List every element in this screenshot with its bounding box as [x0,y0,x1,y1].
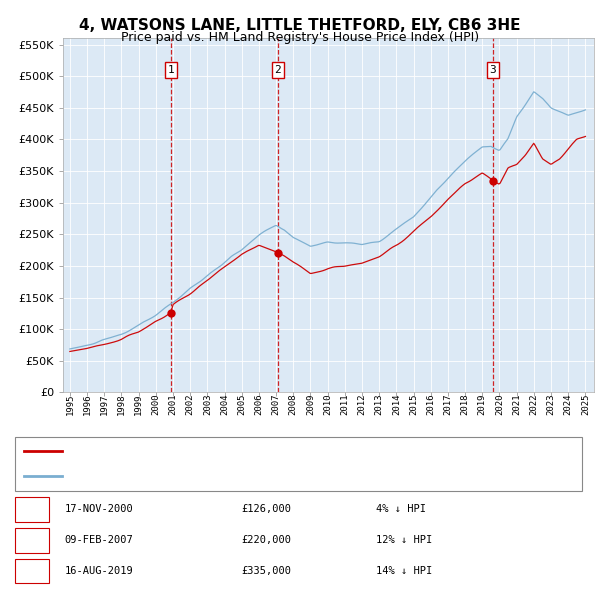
Text: 2024: 2024 [564,394,573,415]
Text: £126,000: £126,000 [241,504,291,514]
Text: 2003: 2003 [203,394,212,415]
Text: 12% ↓ HPI: 12% ↓ HPI [376,536,433,546]
Text: 3: 3 [28,564,35,577]
Text: 2004: 2004 [220,394,229,415]
Text: 2018: 2018 [461,394,470,415]
Text: 2005: 2005 [237,394,246,415]
Text: 2025: 2025 [581,394,590,415]
Bar [15,529,49,553]
Text: 3: 3 [490,65,496,75]
Text: 17-NOV-2000: 17-NOV-2000 [65,504,134,514]
Text: 1995: 1995 [65,394,74,415]
Text: 2012: 2012 [358,394,367,415]
Text: 2013: 2013 [374,394,383,415]
Text: 2: 2 [28,534,35,547]
Text: 2021: 2021 [512,394,521,415]
Text: 2008: 2008 [289,394,298,415]
Text: 2020: 2020 [495,394,504,415]
Text: 2000: 2000 [151,394,160,415]
Text: 2010: 2010 [323,394,332,415]
Text: 2009: 2009 [306,394,315,415]
Text: HPI: Average price, detached house, East Cambridgeshire: HPI: Average price, detached house, East… [71,471,353,481]
Text: 2001: 2001 [169,394,178,415]
Text: 09-FEB-2007: 09-FEB-2007 [65,536,134,546]
Bar [15,559,49,584]
Bar [15,497,49,522]
Text: 2022: 2022 [529,394,538,415]
Text: Price paid vs. HM Land Registry's House Price Index (HPI): Price paid vs. HM Land Registry's House … [121,31,479,44]
Text: 2019: 2019 [478,394,487,415]
Text: 2023: 2023 [547,394,556,415]
Text: 14% ↓ HPI: 14% ↓ HPI [376,566,433,576]
Text: 1997: 1997 [100,394,109,415]
Text: 2007: 2007 [272,394,281,415]
Text: 16-AUG-2019: 16-AUG-2019 [65,566,134,576]
Text: 1: 1 [167,65,174,75]
Text: 2: 2 [275,65,281,75]
Text: £335,000: £335,000 [241,566,291,576]
Text: 4, WATSONS LANE, LITTLE THETFORD, ELY, CB6 3HE: 4, WATSONS LANE, LITTLE THETFORD, ELY, C… [79,18,521,32]
Text: 2011: 2011 [340,394,349,415]
Bar [15,437,582,491]
Text: 1999: 1999 [134,394,143,415]
Text: 1998: 1998 [117,394,126,415]
Text: 2016: 2016 [426,394,435,415]
Text: 4% ↓ HPI: 4% ↓ HPI [376,504,427,514]
Text: 2015: 2015 [409,394,418,415]
Text: £220,000: £220,000 [241,536,291,546]
Text: 1: 1 [28,502,35,516]
Text: 2002: 2002 [185,394,194,415]
Text: 2017: 2017 [443,394,452,415]
Text: 2014: 2014 [392,394,401,415]
Text: 4, WATSONS LANE, LITTLE THETFORD, ELY, CB6 3HE (detached house): 4, WATSONS LANE, LITTLE THETFORD, ELY, C… [71,446,415,456]
Text: 2006: 2006 [254,394,263,415]
Text: 1996: 1996 [83,394,92,415]
